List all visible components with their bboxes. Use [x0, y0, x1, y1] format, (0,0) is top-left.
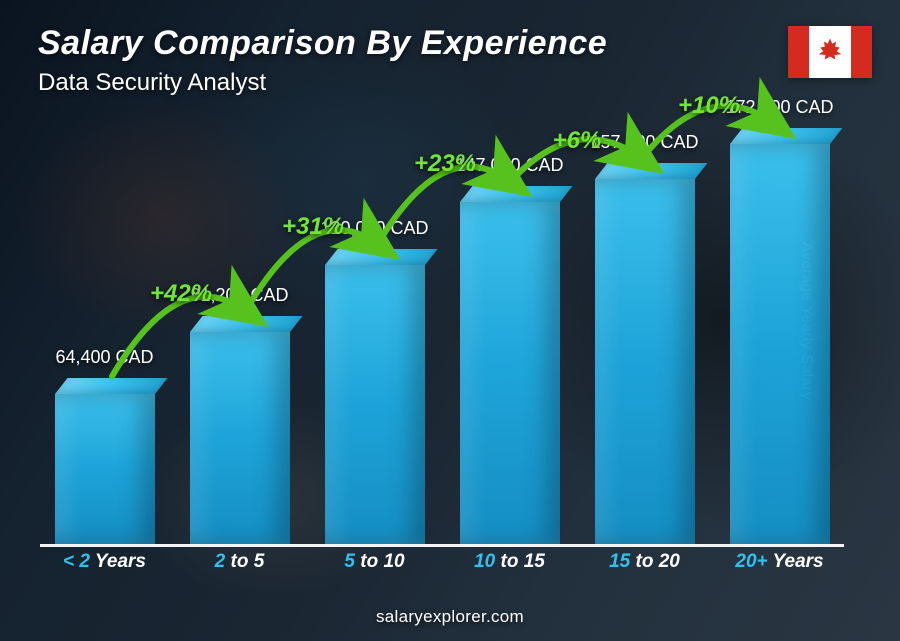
bar-value-label: 172,000 CAD	[725, 97, 833, 118]
bar-value-label: 120,000 CAD	[320, 218, 428, 239]
bar-slot: 157,000 CAD	[586, 179, 703, 544]
bar-slot: 147,000 CAD	[451, 202, 568, 544]
bar-value-label: 147,000 CAD	[455, 155, 563, 176]
bar-slot: 120,000 CAD	[316, 265, 433, 544]
bar-value-label: 91,200 CAD	[190, 285, 288, 306]
bar-slot: 91,200 CAD	[181, 332, 298, 544]
bar-slot: 172,000 CAD	[721, 144, 838, 544]
x-axis-label: 15 to 20	[586, 551, 703, 581]
x-axis-label: 10 to 15	[451, 551, 568, 581]
bar	[460, 202, 560, 544]
bar-value-label: 157,000 CAD	[590, 132, 698, 153]
x-axis-label: 5 to 10	[316, 551, 433, 581]
x-axis-label: 20+ Years	[721, 551, 838, 581]
bar-slot: 64,400 CAD	[46, 394, 163, 544]
maple-leaf-icon	[815, 37, 845, 67]
bar	[190, 332, 290, 544]
chart-title: Salary Comparison By Experience	[38, 24, 607, 63]
bar	[325, 265, 425, 544]
x-axis-label: < 2 Years	[46, 551, 163, 581]
canada-flag-icon	[788, 26, 872, 78]
bar-value-label: 64,400 CAD	[55, 347, 153, 368]
bar	[55, 394, 155, 544]
x-axis-line	[40, 544, 844, 547]
title-block: Salary Comparison By Experience Data Sec…	[38, 24, 607, 97]
bar	[595, 179, 695, 544]
bar-chart: 64,400 CAD 91,200 CAD 120,000 CAD 147,00…	[40, 120, 844, 581]
chart-subtitle: Data Security Analyst	[38, 69, 607, 97]
chart-canvas: Salary Comparison By Experience Data Sec…	[0, 0, 900, 641]
footer-attribution: salaryexplorer.com	[0, 607, 900, 627]
bar	[730, 144, 830, 544]
x-axis-label: 2 to 5	[181, 551, 298, 581]
